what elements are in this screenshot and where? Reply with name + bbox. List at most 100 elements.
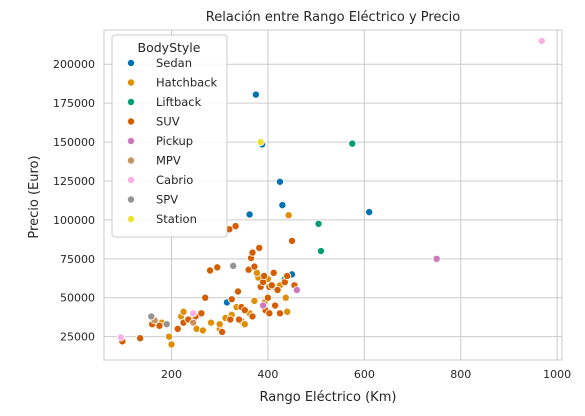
x-tick-label: 800 <box>450 368 471 381</box>
legend-label: Cabrio <box>156 173 193 187</box>
data-point <box>179 307 188 316</box>
data-point <box>255 243 264 252</box>
data-point <box>250 296 259 305</box>
y-tick-label: 25000 <box>60 331 95 344</box>
data-point <box>269 268 278 277</box>
data-point <box>284 211 293 220</box>
data-point <box>256 138 265 147</box>
data-point <box>314 219 323 228</box>
x-tick-labels: 200 400 600 800 1000 <box>161 368 571 381</box>
data-point <box>348 139 357 148</box>
legend-item-mpv: MPV <box>127 154 181 168</box>
legend: BodyStyle Sedan Hatchback Liftback SUV Picku… <box>111 34 228 238</box>
legend-label: Sedan <box>156 56 192 70</box>
legend-label: SUV <box>156 115 180 129</box>
data-point <box>245 210 254 219</box>
data-point <box>292 285 301 294</box>
legend-label: MPV <box>156 154 181 168</box>
data-point <box>251 90 260 99</box>
legend-item-cabrio: Cabrio <box>127 173 193 187</box>
data-point <box>173 324 182 333</box>
data-point <box>271 301 280 310</box>
data-point <box>229 261 238 270</box>
x-tick-label: 600 <box>354 368 375 381</box>
data-point <box>250 262 259 271</box>
data-point <box>240 320 249 329</box>
legend-marker <box>127 78 136 87</box>
legend-box <box>111 34 228 238</box>
x-tick-label: 1000 <box>543 368 571 381</box>
data-point <box>231 222 240 231</box>
data-point <box>234 315 243 324</box>
data-point <box>197 309 206 318</box>
data-point <box>234 287 243 296</box>
data-point <box>316 247 325 256</box>
legend-marker <box>127 117 136 126</box>
data-point <box>537 36 546 45</box>
data-point <box>165 332 174 341</box>
y-tick-label: 200000 <box>53 58 95 71</box>
series-spv <box>147 261 238 329</box>
data-point <box>263 293 272 302</box>
legend-marker <box>127 98 136 107</box>
data-point <box>248 248 257 257</box>
data-points <box>116 36 546 349</box>
legend-label: Liftback <box>156 95 202 109</box>
legend-item-pickup: Pickup <box>127 134 193 148</box>
legend-items: Sedan Hatchback Liftback SUV Pickup MPV Cabrio… <box>127 56 217 226</box>
data-point <box>189 318 198 327</box>
legend-title: BodyStyle <box>138 40 201 55</box>
legend-marker <box>127 136 136 145</box>
data-point <box>260 271 269 280</box>
legend-item-spv: SPV <box>127 193 178 207</box>
legend-marker <box>127 195 136 204</box>
data-point <box>162 320 171 329</box>
data-point <box>116 333 125 342</box>
y-tick-label: 100000 <box>53 214 95 227</box>
legend-marker <box>127 214 136 223</box>
data-point <box>218 327 227 336</box>
y-tick-label: 175000 <box>53 97 95 110</box>
x-axis-label: Rango Eléctrico (Km) <box>260 390 397 405</box>
data-point <box>226 315 235 324</box>
legend-label: Station <box>156 212 197 226</box>
data-point <box>283 271 292 280</box>
y-tick-label: 50000 <box>60 292 95 305</box>
data-point <box>198 326 207 335</box>
data-point <box>259 301 268 310</box>
series-station <box>256 138 265 147</box>
legend-item-liftback: Liftback <box>127 95 202 109</box>
legend-label: Pickup <box>156 134 193 148</box>
data-point <box>240 306 249 315</box>
data-point <box>167 340 176 349</box>
data-point <box>265 309 274 318</box>
data-point <box>432 254 441 263</box>
x-tick-label: 400 <box>257 368 278 381</box>
data-point <box>136 334 145 343</box>
y-tick-label: 75000 <box>60 253 95 266</box>
data-point <box>278 201 287 210</box>
legend-label: SPV <box>156 193 178 207</box>
data-point <box>273 285 282 294</box>
data-point <box>288 236 297 245</box>
data-point <box>283 307 292 316</box>
y-axis-label: Precio (Euro) <box>27 155 42 238</box>
data-point <box>213 263 222 272</box>
legend-item-sedan: Sedan <box>127 56 192 70</box>
data-point <box>227 295 236 304</box>
legend-marker <box>127 156 136 165</box>
data-point <box>275 177 284 186</box>
y-tick-label: 125000 <box>53 175 95 188</box>
legend-marker <box>127 175 136 184</box>
data-point <box>201 293 210 302</box>
legend-item-suv: SUV <box>127 115 180 129</box>
legend-label: Hatchback <box>156 76 217 90</box>
data-point <box>189 309 198 318</box>
data-point <box>207 318 216 327</box>
data-point <box>248 312 257 321</box>
data-point <box>206 266 215 275</box>
x-tick-label: 200 <box>161 368 182 381</box>
data-point <box>147 312 156 321</box>
y-tick-label: 150000 <box>53 136 95 149</box>
